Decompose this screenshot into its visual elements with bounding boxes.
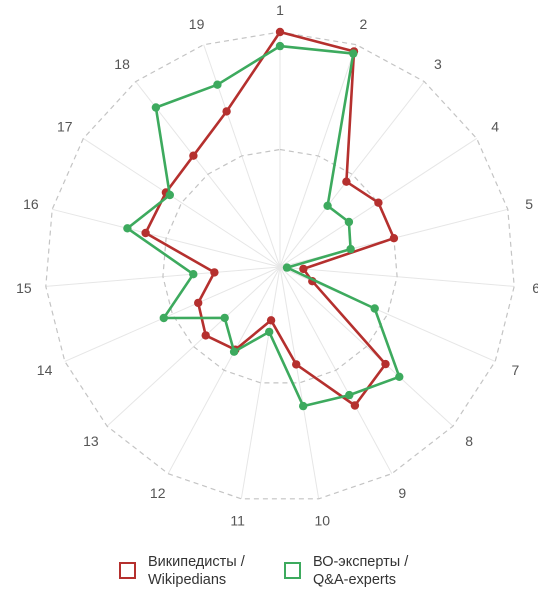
data-point-1[interactable] [275,41,285,51]
data-point-15[interactable] [210,268,219,277]
spoke-10 [279,266,320,499]
data-point-14[interactable] [159,313,168,323]
axis-label-18: 18 [114,56,130,72]
series-qa-experts [123,41,404,411]
data-point-8[interactable] [381,359,390,369]
data-point-10[interactable] [292,360,301,369]
spoke-3 [279,81,425,268]
axis-label-1: 1 [276,2,284,18]
data-point-14[interactable] [194,298,203,308]
data-point-18[interactable] [189,151,198,160]
axis-label-12: 12 [150,485,166,501]
series-line [144,30,396,407]
series-layer [123,27,404,411]
axis-label-15: 15 [16,280,32,296]
legend-swatch-qa-experts [284,562,301,579]
legend-label-qa-ru: ВО-эксперты / [313,554,409,570]
data-point-16[interactable] [123,224,132,233]
axis-label-10: 10 [315,513,331,529]
data-point-5[interactable] [346,244,355,254]
series-line [126,44,401,408]
axis-label-16: 16 [23,196,39,212]
data-point-16[interactable] [141,228,150,238]
legend-label-qa-en: Q&A-experts [313,572,396,588]
legend-item-wikipedians[interactable]: Википедисты / Wikipedians [119,553,245,589]
data-point-11[interactable] [266,316,276,325]
axis-label-4: 4 [491,118,499,134]
axis-label-17: 17 [57,118,73,134]
axis-label-5: 5 [525,196,533,212]
data-point-3[interactable] [342,177,351,186]
legend-item-qa-experts[interactable]: ВО-эксперты / Q&A-experts [284,553,408,589]
legend-swatch-wikipedians [119,562,136,579]
axis-label-11: 11 [230,513,245,529]
data-point-9[interactable] [345,390,354,400]
data-point-13[interactable] [201,331,210,340]
axis-label-14: 14 [37,362,53,378]
data-point-19[interactable] [222,107,231,116]
axis-label-13: 13 [83,433,99,449]
data-point-19[interactable] [213,80,222,89]
data-point-3[interactable] [323,201,332,210]
legend-label-wikipedians-ru: Википедисты / [148,554,245,570]
data-point-6[interactable] [299,264,308,274]
data-point-15[interactable] [189,270,198,279]
axis-label-7: 7 [512,362,520,378]
axis-label-19: 19 [189,16,205,32]
data-point-17[interactable] [165,190,174,200]
radar-grid [45,31,515,500]
spoke-17 [82,138,281,268]
spoke-14 [64,266,281,362]
axis-label-8: 8 [465,433,473,449]
data-point-11[interactable] [265,327,274,337]
axis-label-6: 6 [532,280,538,296]
data-point-10[interactable] [299,401,308,411]
data-point-6[interactable] [282,263,292,272]
data-point-18[interactable] [151,103,161,112]
data-point-4[interactable] [374,198,383,207]
data-point-12[interactable] [229,347,239,356]
grid-ring-1 [162,148,398,384]
axis-label-9: 9 [398,485,406,501]
data-point-9[interactable] [350,401,360,410]
data-point-2[interactable] [349,49,358,58]
data-point-1[interactable] [275,27,285,37]
data-point-8[interactable] [395,372,404,381]
axis-label-3: 3 [434,56,442,72]
grid-ring-2 [45,31,515,500]
data-point-4[interactable] [344,217,354,227]
axis-label-2: 2 [360,16,368,32]
data-point-13[interactable] [220,313,229,323]
spoke-13 [106,266,281,427]
legend: Википедисты / Wikipedians ВО-эксперты / … [0,553,538,601]
data-point-5[interactable] [389,234,399,243]
data-point-7[interactable] [370,304,379,313]
spoke-11 [240,266,281,499]
legend-label-wikipedians-en: Wikipedians [148,572,227,588]
